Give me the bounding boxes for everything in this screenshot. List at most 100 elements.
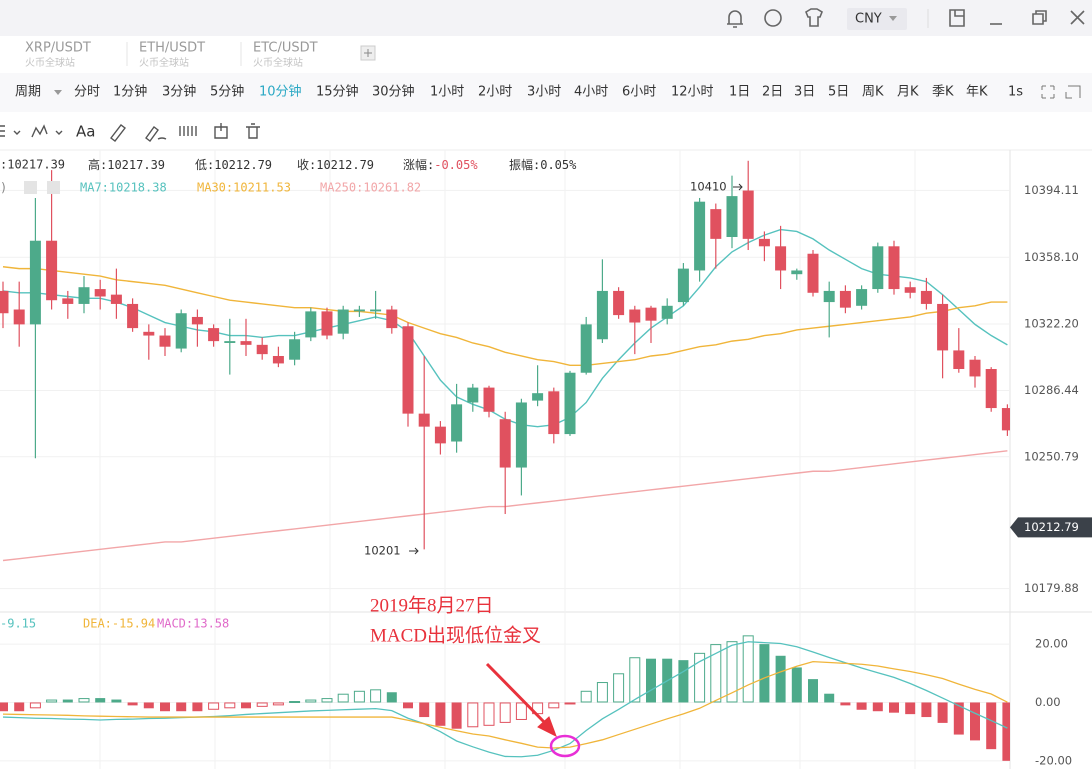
info-open: :10217.39 (0, 158, 65, 172)
line-tool[interactable] (31, 124, 63, 138)
y-tick-label: 10358.10 (1024, 250, 1079, 264)
candle-body (613, 290, 625, 316)
shirt-icon[interactable] (805, 8, 823, 27)
tab-symbol[interactable]: ETC/USDT (253, 41, 318, 56)
period[interactable]: 5日 (828, 85, 849, 100)
macd-bar (467, 702, 479, 728)
macd-bar (775, 655, 786, 703)
tab-exchange: 火币全球站 (25, 56, 75, 69)
period[interactable]: 分时 (74, 85, 100, 100)
max-arrow (733, 183, 743, 191)
period[interactable]: 5分钟 (210, 84, 244, 100)
info-item: 高:10217.39 (88, 157, 165, 172)
macd-bar (370, 689, 382, 703)
close-button[interactable] (47, 181, 60, 194)
macd-bar (289, 701, 301, 704)
brush-tool[interactable] (145, 126, 167, 142)
candle-body (78, 287, 90, 304)
restore-icon[interactable] (1032, 10, 1047, 25)
macd-bar (694, 652, 706, 703)
candle-body (596, 290, 608, 340)
candle-body (305, 311, 317, 338)
candle-body (742, 190, 754, 239)
macd-bar (143, 702, 154, 709)
period[interactable]: 季K (932, 85, 954, 100)
last-price: 10212.79 (1024, 520, 1079, 534)
period[interactable]: 6小时 (622, 85, 656, 100)
macd-bar (321, 698, 333, 703)
macd-line (2, 641, 1008, 758)
candle-body (370, 309, 382, 312)
period[interactable]: 2小时 (478, 85, 512, 100)
list-tool[interactable] (0, 125, 21, 137)
period[interactable]: 12小时 (671, 85, 714, 100)
text-tool[interactable]: Aa (76, 123, 95, 141)
bell-icon[interactable] (727, 10, 743, 28)
candle-body (386, 309, 398, 329)
annotation-text: MACD出现低位金叉 (370, 624, 541, 646)
period[interactable]: 周期 (15, 85, 41, 100)
candle-body (191, 316, 203, 325)
close-icon[interactable] (1070, 10, 1085, 25)
macd-bar (548, 702, 560, 709)
macd-bar (241, 702, 251, 709)
layer-tool[interactable] (214, 123, 228, 139)
ma-line (2, 266, 1008, 366)
macd-bar (483, 702, 495, 726)
layout-icon[interactable] (949, 9, 965, 27)
info-label: 高: (88, 157, 107, 172)
ruler-tool[interactable] (110, 124, 126, 142)
candle-body (726, 196, 738, 238)
macd-bar (953, 702, 964, 735)
candle-body (240, 341, 252, 345)
fullscreen-icons[interactable] (1041, 85, 1081, 99)
dropdown-caret (54, 90, 62, 95)
macd-bar (160, 702, 170, 712)
period[interactable]: 1s (1008, 85, 1023, 100)
macd-bar (176, 702, 187, 712)
period[interactable]: 3日 (794, 85, 815, 100)
period[interactable]: 月K (897, 85, 919, 100)
settings-button[interactable] (24, 181, 37, 194)
period[interactable]: 1小时 (430, 85, 464, 100)
tab-exchange: 火币全球站 (253, 56, 303, 69)
macd-bar (856, 702, 867, 710)
period[interactable]: 3分钟 (162, 84, 196, 100)
tab-symbol[interactable]: ETH/USDT (139, 41, 205, 56)
candle-body (224, 341, 236, 343)
macd-bar (62, 699, 73, 703)
tab-exchange: 火币全球站 (139, 56, 189, 69)
info-value: 10212.79 (316, 158, 374, 172)
toolbar (0, 112, 1092, 150)
info-value: 0.05% (540, 158, 577, 172)
indicator-tool[interactable] (179, 126, 197, 136)
period[interactable]: 周K (862, 85, 884, 100)
candle-body (434, 426, 446, 444)
period[interactable]: 1分钟 (113, 84, 147, 100)
annotation-arrow (485, 662, 557, 738)
period[interactable]: 1日 (729, 85, 750, 100)
y-tick-label: 10286.44 (1024, 383, 1079, 397)
y-tick-label: 10322.20 (1024, 317, 1079, 331)
tab-symbol[interactable]: XRP/USDT (25, 41, 91, 56)
period[interactable]: 10分钟 (259, 84, 302, 100)
period[interactable]: 3小时 (527, 85, 561, 100)
period[interactable]: 15分钟 (316, 84, 359, 100)
candle-body (46, 240, 58, 301)
candle-body (127, 303, 139, 329)
cross-marker (549, 734, 581, 758)
labels: 10394.11 10358.10 10322.20 10286.44 10250.79… (1010, 183, 1092, 767)
candle-body (548, 391, 560, 435)
period[interactable]: 4小时 (574, 85, 608, 100)
macd-bar (742, 635, 754, 703)
candle-body (483, 387, 495, 412)
candle-body (839, 290, 851, 308)
period[interactable]: 年K (966, 85, 988, 100)
macd-bar (872, 702, 883, 712)
chat-icon[interactable] (764, 9, 782, 27)
period[interactable]: 30分钟 (372, 84, 415, 100)
currency-select[interactable] (847, 8, 907, 30)
delete-tool[interactable] (246, 123, 260, 139)
period[interactable]: 2日 (762, 85, 783, 100)
